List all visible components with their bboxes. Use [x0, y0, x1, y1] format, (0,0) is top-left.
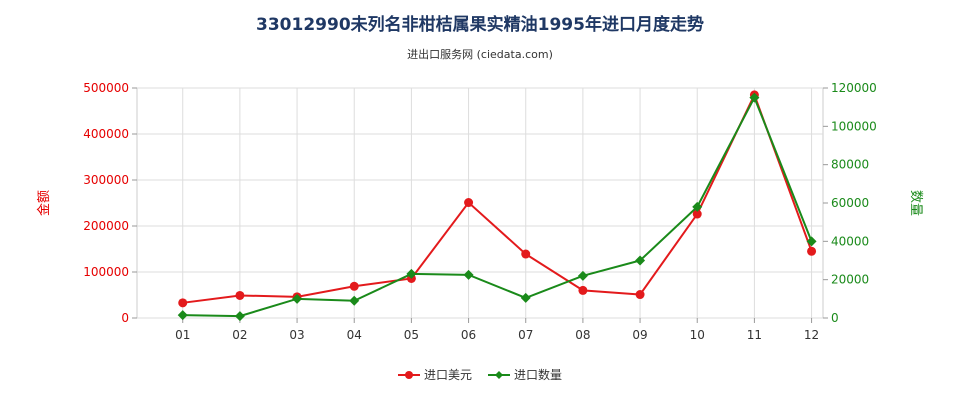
y-right-tick-label: 80000: [831, 158, 869, 172]
x-tick-label: 10: [690, 328, 705, 342]
data-point-usd: [635, 290, 645, 300]
x-tick-label: 08: [575, 328, 590, 342]
y-left-tick-label: 200000: [83, 219, 129, 233]
x-tick-label: 04: [347, 328, 362, 342]
data-point-quantity: [806, 236, 817, 247]
data-point-usd: [692, 209, 702, 219]
legend-label-1: 进口美元: [424, 368, 472, 382]
y-right-tick-label: 0: [831, 311, 839, 325]
x-tick-label: 09: [632, 328, 647, 342]
data-point-usd: [464, 198, 474, 208]
legend-marker-usd: [405, 371, 413, 379]
x-tick-label: 03: [289, 328, 304, 342]
data-point-quantity: [520, 292, 531, 303]
x-tick-label: 01: [175, 328, 190, 342]
data-point-usd: [807, 246, 817, 256]
x-tick-label: 02: [232, 328, 247, 342]
x-tick-label: 11: [747, 328, 762, 342]
legend-marker-quantity: [495, 371, 503, 379]
data-point-quantity: [406, 268, 417, 279]
data-point-quantity: [692, 201, 703, 212]
data-point-quantity: [349, 295, 360, 306]
chart-title: 33012990未列名非柑桔属果实精油1995年进口月度走势: [256, 14, 704, 35]
y-left-tick-label: 500000: [83, 81, 129, 95]
y-left-tick-label: 300000: [83, 173, 129, 187]
data-point-quantity: [292, 293, 303, 304]
data-point-usd: [235, 290, 245, 300]
series-line-1: [182, 92, 813, 304]
data-point-usd: [521, 249, 531, 259]
data-point-quantity: [177, 310, 188, 321]
data-point-quantity: [463, 269, 474, 280]
data-point-quantity: [749, 92, 760, 103]
data-point-quantity: [234, 311, 245, 322]
data-point-usd: [178, 298, 188, 308]
y-right-tick-label: 100000: [831, 119, 877, 133]
data-point-quantity: [577, 270, 588, 281]
data-point-usd: [578, 285, 588, 295]
y-right-tick-label: 60000: [831, 196, 869, 210]
x-tick-label: 05: [404, 328, 419, 342]
legend-label-2: 进口数量: [514, 367, 562, 382]
y-left-tick-label: 400000: [83, 127, 129, 141]
x-tick-label: 06: [461, 328, 476, 342]
y-left-tick-label: 0: [121, 311, 129, 325]
x-tick-label: 12: [804, 328, 819, 342]
y-left-tick-label: 100000: [83, 265, 129, 279]
y-left-axis-label: 金额: [36, 190, 52, 216]
y-right-tick-label: 20000: [831, 273, 869, 287]
y-right-axis-label: 数量: [908, 190, 923, 216]
y-right-tick-label: 120000: [831, 81, 877, 95]
data-point-quantity: [635, 255, 646, 266]
series-line-2: [182, 95, 813, 318]
x-tick-label: 07: [518, 328, 533, 342]
data-point-usd: [349, 281, 359, 291]
chart-subtitle: 进出口服务网 (ciedata.com): [407, 47, 553, 61]
y-right-tick-label: 40000: [831, 234, 869, 248]
